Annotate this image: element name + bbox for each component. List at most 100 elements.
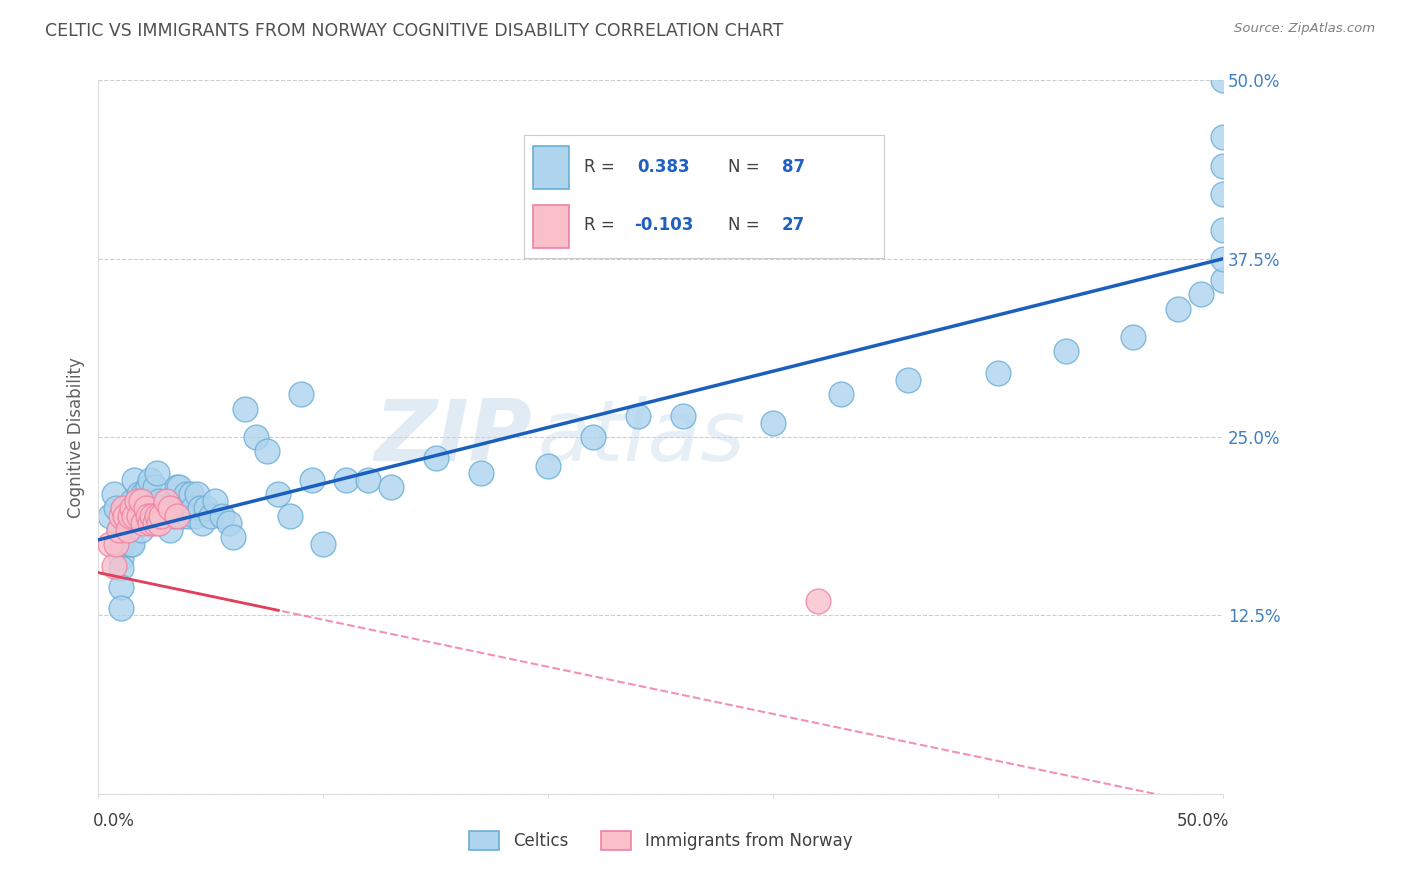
Point xyxy=(121,501,143,516)
Point xyxy=(380,480,402,494)
Point xyxy=(141,494,163,508)
Point xyxy=(129,523,152,537)
Point xyxy=(181,501,204,516)
Point xyxy=(152,508,174,523)
Point xyxy=(155,494,177,508)
Point xyxy=(233,401,256,416)
Point xyxy=(186,487,208,501)
Point xyxy=(98,537,121,551)
Point xyxy=(107,523,129,537)
Point xyxy=(157,494,180,508)
Point xyxy=(112,501,135,516)
Point xyxy=(148,516,170,530)
Text: atlas: atlas xyxy=(537,395,745,479)
Point xyxy=(256,444,278,458)
Point xyxy=(128,508,150,523)
Point xyxy=(1212,159,1234,173)
Point xyxy=(245,430,267,444)
FancyBboxPatch shape xyxy=(533,145,569,189)
Point xyxy=(112,537,135,551)
Point xyxy=(987,366,1010,380)
Point xyxy=(335,473,357,487)
Point xyxy=(1212,252,1234,266)
Text: N =: N = xyxy=(727,217,765,235)
Point xyxy=(357,473,380,487)
Point xyxy=(582,430,605,444)
Point xyxy=(200,508,222,523)
Legend: Celtics, Immigrants from Norway: Celtics, Immigrants from Norway xyxy=(463,824,859,857)
Point xyxy=(105,501,128,516)
Text: R =: R = xyxy=(583,158,620,177)
Point xyxy=(150,508,173,523)
Point xyxy=(128,487,150,501)
Point xyxy=(114,501,136,516)
Point xyxy=(188,501,211,516)
Point xyxy=(135,501,157,516)
Point xyxy=(1212,223,1234,237)
Point xyxy=(537,458,560,473)
Point xyxy=(125,508,148,523)
Point xyxy=(117,523,139,537)
Point xyxy=(146,466,169,480)
Point xyxy=(278,508,301,523)
Point xyxy=(132,508,155,523)
Point xyxy=(191,516,214,530)
Point xyxy=(470,466,492,480)
Text: 87: 87 xyxy=(782,158,804,177)
Text: CELTIC VS IMMIGRANTS FROM NORWAY COGNITIVE DISABILITY CORRELATION CHART: CELTIC VS IMMIGRANTS FROM NORWAY COGNITI… xyxy=(45,22,783,40)
Point xyxy=(110,561,132,575)
Point xyxy=(159,523,181,537)
Text: Source: ZipAtlas.com: Source: ZipAtlas.com xyxy=(1234,22,1375,36)
Point xyxy=(110,537,132,551)
Point xyxy=(897,373,920,387)
Point xyxy=(135,501,157,516)
Point xyxy=(169,480,191,494)
Point xyxy=(1054,344,1077,359)
Point xyxy=(124,508,146,523)
Point xyxy=(141,508,163,523)
Point xyxy=(155,501,177,516)
Point xyxy=(807,594,830,608)
Point xyxy=(218,516,240,530)
Point xyxy=(174,487,197,501)
Point xyxy=(301,473,323,487)
Point xyxy=(139,473,162,487)
Text: R =: R = xyxy=(583,217,620,235)
Text: -0.103: -0.103 xyxy=(634,217,693,235)
Point xyxy=(177,508,200,523)
Point xyxy=(762,416,785,430)
Point xyxy=(103,558,125,573)
FancyBboxPatch shape xyxy=(533,205,569,248)
Point xyxy=(110,508,132,523)
Point xyxy=(103,487,125,501)
Point xyxy=(211,508,233,523)
Point xyxy=(162,508,184,523)
Point xyxy=(1167,301,1189,316)
Point xyxy=(830,387,852,401)
Point xyxy=(110,551,132,566)
Point xyxy=(118,537,141,551)
Point xyxy=(672,409,695,423)
Point xyxy=(222,530,245,544)
Point xyxy=(110,601,132,615)
Point xyxy=(170,508,193,523)
Point xyxy=(1212,130,1234,145)
Point xyxy=(98,508,121,523)
Point xyxy=(312,537,335,551)
Point xyxy=(1122,330,1144,344)
Point xyxy=(148,494,170,508)
Point xyxy=(627,409,650,423)
Point xyxy=(150,508,173,523)
Point xyxy=(146,508,169,523)
Point xyxy=(110,580,132,594)
Point xyxy=(125,494,148,508)
Point xyxy=(425,451,447,466)
Point xyxy=(105,537,128,551)
Point xyxy=(143,508,166,523)
Point xyxy=(163,494,186,508)
Point xyxy=(1189,287,1212,301)
Point xyxy=(290,387,312,401)
Point xyxy=(143,480,166,494)
Text: 50.0%: 50.0% xyxy=(1177,812,1229,830)
Point xyxy=(180,487,202,501)
